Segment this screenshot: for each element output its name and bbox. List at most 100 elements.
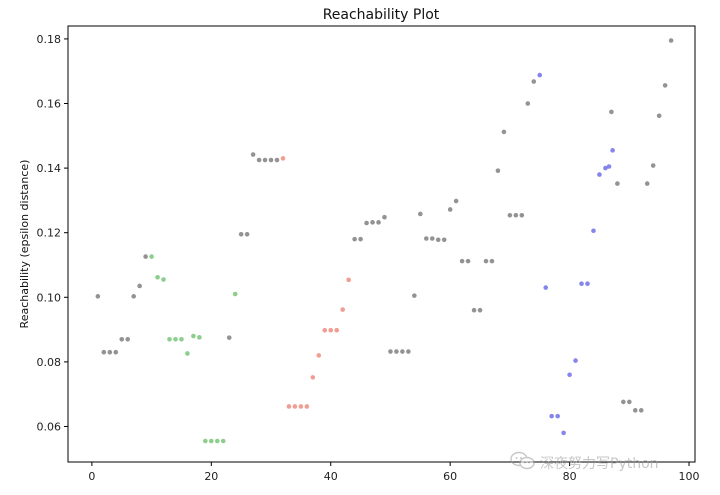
x-tick-label: 0 (88, 470, 95, 483)
data-point-noise (119, 336, 125, 342)
data-point-blue (561, 430, 566, 436)
y-tick-label: 0.06 (37, 420, 62, 433)
data-point-red (310, 375, 316, 380)
data-point-blue (585, 281, 590, 287)
data-point-blue (573, 358, 578, 363)
data-point-green (167, 336, 172, 342)
data-point-green (220, 438, 226, 444)
data-point-green (185, 351, 190, 356)
data-point-noise (131, 294, 136, 299)
data-point-noise (621, 399, 626, 405)
data-point-blue (567, 372, 572, 378)
data-point-red (328, 327, 334, 333)
data-point-red (286, 404, 292, 409)
data-point-noise (268, 157, 274, 163)
data-point-noise (615, 181, 620, 186)
data-point-green (197, 335, 202, 340)
data-point-noise (632, 408, 638, 413)
y-tick-label: 0.18 (37, 33, 62, 46)
data-point-noise (101, 349, 107, 355)
data-point-noise (650, 163, 656, 168)
data-point-noise (370, 220, 375, 225)
data-point-noise (364, 220, 369, 226)
data-point-noise (274, 157, 280, 163)
data-point-noise (406, 349, 411, 354)
data-point-noise (489, 258, 495, 264)
data-point-noise (423, 236, 429, 241)
x-tick-label: 40 (324, 470, 338, 483)
data-point-noise (519, 212, 525, 218)
data-point-noise (256, 157, 262, 163)
x-tick-label: 100 (679, 470, 700, 483)
data-point-green (179, 336, 184, 342)
data-point-noise (250, 152, 256, 157)
x-tick-label: 80 (563, 470, 577, 483)
data-point-noise (376, 220, 381, 225)
data-point-noise (143, 254, 148, 259)
data-point-green (155, 274, 160, 280)
y-tick-label: 0.14 (37, 162, 62, 175)
data-point-noise (418, 211, 423, 217)
data-point-noise (668, 38, 674, 43)
data-point-noise (412, 293, 417, 298)
data-point-noise (609, 109, 614, 115)
data-point-blue (597, 172, 602, 177)
data-point-noise (352, 236, 357, 242)
x-tick-label: 20 (204, 470, 218, 483)
y-axis-label: Reachability (epsilon distance) (18, 160, 31, 329)
data-point-noise (400, 349, 405, 354)
data-point-noise (453, 198, 459, 204)
data-point-noise (435, 237, 441, 243)
data-point-noise (495, 168, 501, 173)
data-point-green (191, 333, 196, 339)
data-point-red (316, 353, 322, 358)
data-point-noise (429, 236, 435, 241)
data-point-noise (388, 349, 393, 354)
data-point-red (298, 404, 304, 409)
data-point-red (334, 327, 340, 333)
data-point-green (149, 254, 154, 259)
y-tick-label: 0.08 (37, 356, 62, 369)
data-point-noise (107, 349, 113, 355)
chart-title: Reachability Plot (323, 7, 440, 23)
wechat-icon (510, 451, 536, 475)
data-point-noise (358, 236, 363, 242)
data-point-blue (606, 164, 612, 169)
data-point-noise (95, 294, 101, 299)
data-point-noise (477, 307, 483, 313)
data-point-noise (244, 232, 250, 237)
data-point-noise (525, 101, 531, 106)
data-point-noise (513, 212, 519, 218)
watermark: 深夜努力写Python (510, 451, 659, 475)
data-point-red (322, 327, 328, 333)
y-tick-label: 0.16 (37, 98, 62, 111)
data-point-blue (549, 413, 554, 419)
data-point-green (232, 291, 238, 297)
data-point-red (340, 307, 345, 312)
data-point-noise (471, 307, 477, 313)
data-point-green (214, 438, 220, 444)
watermark-text: 深夜努力写Python (540, 456, 659, 472)
data-point-green (173, 336, 178, 342)
data-point-noise (507, 212, 513, 218)
plot-frame (67, 25, 696, 463)
data-point-red (280, 156, 286, 161)
data-point-noise (262, 157, 268, 163)
data-point-noise (627, 399, 632, 405)
data-point-noise (531, 79, 537, 84)
data-point-noise (441, 237, 447, 243)
data-point-red (304, 404, 310, 409)
data-point-noise (465, 258, 471, 264)
scatter-points (95, 38, 674, 444)
data-point-red (346, 277, 351, 283)
data-point-noise (382, 214, 387, 220)
data-point-noise (238, 232, 244, 237)
data-point-noise (226, 335, 232, 340)
data-point-green (161, 277, 166, 282)
data-point-blue (555, 413, 560, 419)
data-point-noise (483, 258, 489, 264)
data-point-noise (394, 349, 399, 354)
data-point-noise (638, 408, 644, 413)
data-point-blue (537, 72, 543, 78)
